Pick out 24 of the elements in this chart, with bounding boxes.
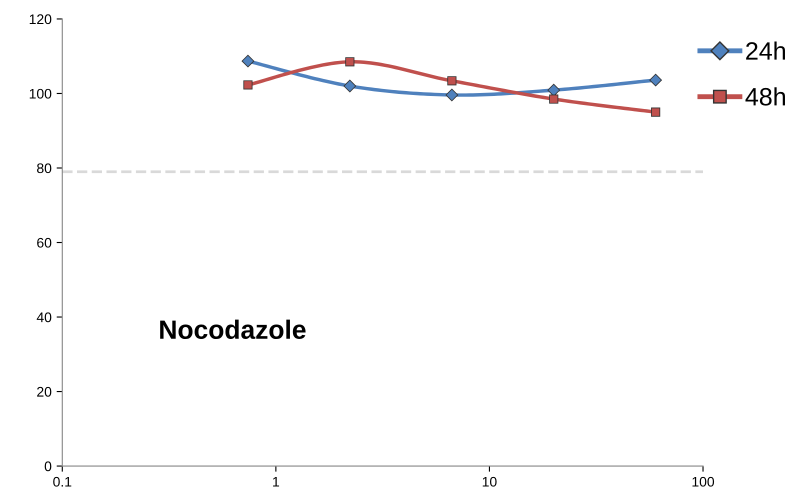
point	[345, 57, 354, 66]
point	[651, 108, 660, 117]
legend-label: 48h	[745, 87, 785, 106]
point	[446, 88, 458, 102]
annotation: Nocodazole	[160, 320, 306, 340]
x-tick-label: 10	[482, 476, 497, 487]
point	[243, 80, 253, 90]
point	[242, 54, 254, 68]
point	[547, 84, 560, 96]
x-tick-label: 1	[273, 476, 280, 487]
point	[549, 94, 558, 104]
point	[649, 74, 662, 86]
point	[344, 80, 356, 92]
y-tick-label: 40	[36, 312, 52, 322]
y-tick-label: 60	[37, 238, 52, 248]
legend-label: 24h	[746, 41, 785, 60]
y-tick-label: 20	[37, 386, 52, 397]
x-tick-label: 0.1	[53, 476, 72, 487]
y-tick-label: 80	[37, 163, 52, 174]
y-tick-label: 120	[30, 14, 52, 24]
x-tick-label: 100	[692, 476, 714, 487]
point	[447, 76, 456, 86]
y-tick-label: 0	[44, 461, 52, 472]
y-tick-label: 100	[30, 88, 52, 99]
